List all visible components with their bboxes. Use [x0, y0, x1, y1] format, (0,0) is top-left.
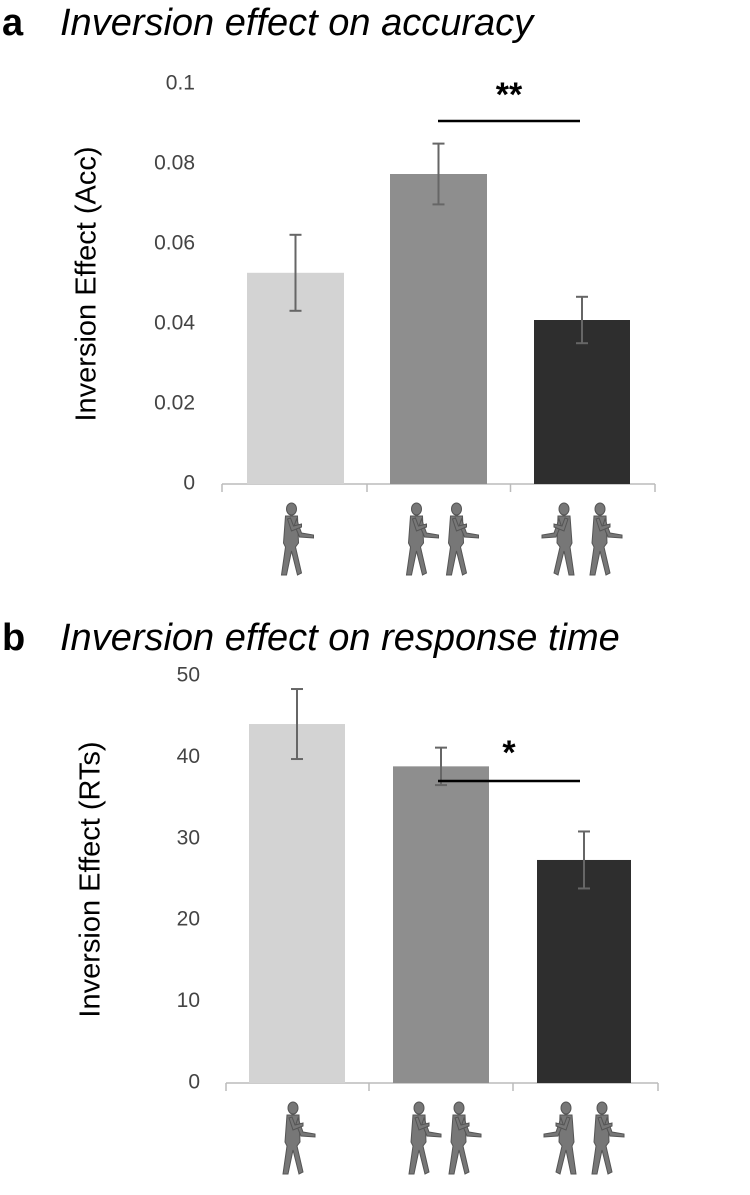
y-tick-label: 0: [188, 1071, 200, 1094]
icon-arm: [293, 517, 314, 539]
icon-head: [453, 1101, 465, 1115]
icon-arm2: [286, 517, 302, 532]
icon-head: [287, 1101, 299, 1115]
icon-arm: [295, 1116, 316, 1138]
figure-icon: [448, 1101, 482, 1175]
figure-icon: [591, 1101, 625, 1175]
panel-label: a: [2, 2, 24, 44]
icon-arm2: [454, 1116, 470, 1131]
icon-head: [413, 1101, 425, 1115]
icon-arm2: [414, 1116, 430, 1131]
icon-arm: [461, 1116, 482, 1138]
icon-arm: [541, 517, 562, 539]
bar: [249, 724, 345, 1083]
significance-label: *: [502, 734, 516, 772]
panel-label: b: [2, 617, 25, 659]
figure-icon: [282, 1101, 316, 1175]
y-tick-label: 0.02: [154, 392, 195, 415]
figure-icon: [541, 502, 575, 576]
icon-arm2: [411, 517, 427, 532]
icon-arm2: [553, 517, 569, 532]
bar: [537, 859, 631, 1083]
icon-head: [594, 502, 606, 516]
icon-head: [451, 502, 462, 516]
bar: [393, 766, 489, 1083]
icon-head: [411, 502, 422, 516]
icon-head: [560, 1101, 572, 1115]
figure-icon: [405, 502, 439, 576]
figure-icon: [445, 502, 479, 576]
icon-head: [596, 1101, 608, 1115]
icon-arm: [604, 1116, 625, 1138]
icon-arm2: [595, 517, 611, 532]
y-tick-label: 0.1: [166, 72, 195, 95]
figure-icon: [408, 1101, 442, 1175]
y-tick-label: 0.08: [154, 152, 195, 175]
icon-arm: [421, 1116, 442, 1138]
y-tick-label: 50: [177, 664, 200, 687]
icon-arm: [418, 517, 439, 539]
y-tick-label: 0.04: [154, 312, 195, 335]
figure-icon: [589, 502, 623, 576]
y-tick-label: 0.06: [154, 232, 195, 255]
icon-arm: [602, 517, 623, 539]
chart-title: Inversion effect on response time: [60, 617, 620, 659]
icon-arm2: [597, 1116, 613, 1131]
bar: [534, 320, 630, 484]
icon-head: [286, 502, 297, 516]
y-tick-label: 0: [183, 472, 195, 495]
icon-head: [558, 502, 570, 516]
y-tick-label: 10: [177, 989, 200, 1012]
y-axis-label: Inversion Effect (Acc): [71, 146, 103, 421]
icon-arm: [543, 1116, 564, 1138]
icon-arm: [458, 517, 479, 539]
figure-icon: [543, 1101, 577, 1175]
y-tick-label: 20: [177, 908, 200, 931]
icon-arm2: [451, 517, 467, 532]
icon-arm2: [555, 1116, 571, 1131]
y-tick-label: 30: [177, 826, 200, 849]
significance-label: **: [496, 76, 523, 114]
chart-title: Inversion effect on accuracy: [60, 2, 535, 44]
y-tick-label: 40: [177, 745, 200, 768]
icon-arm2: [288, 1116, 304, 1131]
y-axis-label: Inversion Effect (RTs): [75, 741, 107, 1017]
bar: [390, 174, 487, 484]
figure-icon: [280, 502, 314, 576]
